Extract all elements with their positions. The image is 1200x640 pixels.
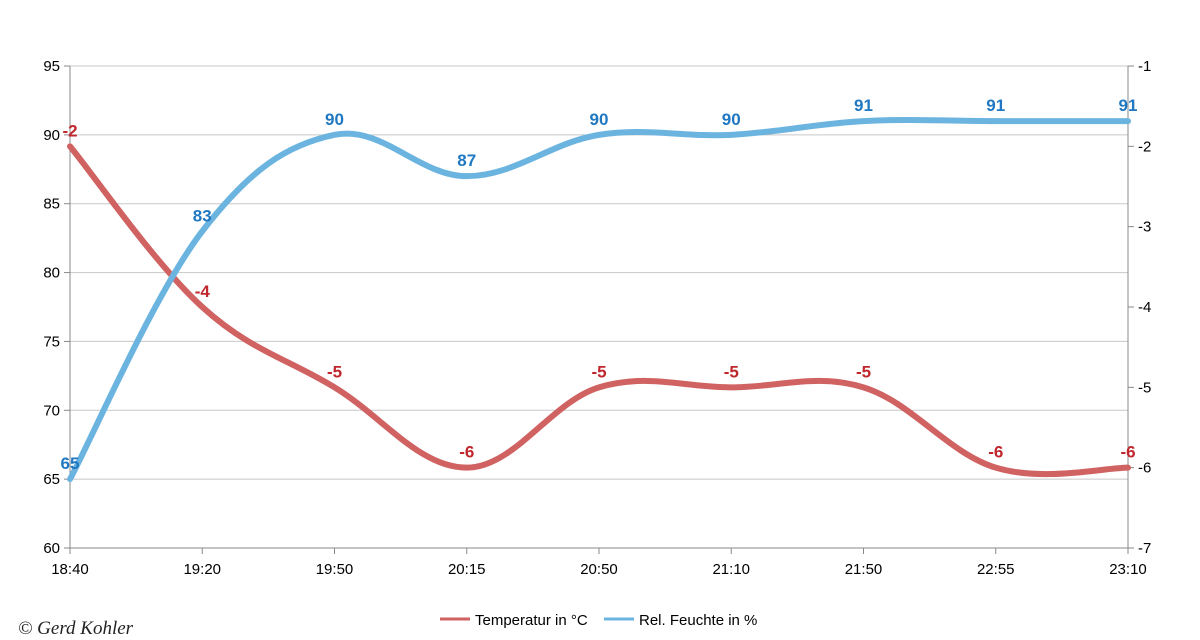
data-label-temperature: -6	[988, 443, 1003, 462]
data-label-temperature: -6	[1120, 443, 1135, 462]
data-labels: -2 -4 -5 -6 -5 -5 -5 -6 -6 65 83 90 87 90 90 91 91 91	[61, 96, 1138, 473]
data-label-temperature: -2	[62, 121, 77, 140]
y-right-tick-label: -7	[1138, 540, 1151, 557]
data-label-humidity: 90	[722, 110, 741, 129]
y-right-tick-label: -2	[1138, 138, 1151, 155]
legend-label-humidity: Rel. Feuchte in %	[639, 612, 757, 629]
data-label-temperature: -5	[591, 362, 606, 381]
y-left-tick-label: 60	[43, 540, 60, 557]
data-label-temperature: -5	[856, 362, 871, 381]
data-label-humidity: 91	[854, 96, 873, 115]
x-tick-label: 20:15	[448, 561, 486, 578]
y-left-tick-label: 70	[43, 402, 60, 419]
y-right-tick-label: -4	[1138, 299, 1151, 316]
data-label-humidity: 65	[61, 454, 80, 473]
grid-lines	[70, 65, 1128, 549]
y-left-tick-label: 90	[43, 127, 60, 144]
legend-label-temperature: Temperatur in °C	[475, 612, 588, 629]
data-label-humidity: 90	[325, 110, 344, 129]
x-tick-label: 19:20	[183, 561, 221, 578]
data-label-temperature: -5	[724, 362, 739, 381]
series-line-humidity	[67, 116, 1131, 483]
x-tick-label: 20:50	[580, 561, 618, 578]
y-left-tick-label: 65	[43, 471, 60, 488]
y-right-tick-label: -5	[1138, 379, 1151, 396]
x-tick-label: 19:50	[316, 561, 354, 578]
data-label-humidity: 91	[986, 96, 1005, 115]
x-tick-label: 23:10	[1109, 561, 1147, 578]
axes: 60 65 70 75 80 85 90 95 -7 -6 -5 -4 -3 -2 -1 18:40 19:20…	[43, 58, 1151, 578]
y-right-tick-label: -3	[1138, 219, 1151, 236]
data-label-temperature: -4	[195, 282, 211, 301]
y-left-tick-label: 80	[43, 265, 60, 282]
y-right-tick-label: -1	[1138, 58, 1151, 75]
y-left-tick-label: 75	[43, 333, 60, 350]
data-label-humidity: 91	[1119, 96, 1138, 115]
data-label-humidity: 90	[590, 110, 609, 129]
data-label-temperature: -5	[327, 362, 342, 381]
x-tick-label: 21:50	[845, 561, 883, 578]
y-right-tick-label: -6	[1138, 460, 1151, 477]
data-label-humidity: 83	[193, 206, 212, 225]
x-tick-label: 22:55	[977, 561, 1015, 578]
series-lines	[67, 116, 1131, 483]
legend: Temperatur in °C Rel. Feuchte in %	[440, 612, 757, 629]
data-label-temperature: -6	[459, 443, 474, 462]
series-line-temperature	[67, 143, 1131, 478]
x-tick-label: 21:10	[712, 561, 750, 578]
y-left-tick-label: 95	[43, 58, 60, 75]
copyright-credit: © Gerd Kohler	[18, 618, 134, 639]
data-label-humidity: 87	[457, 151, 476, 170]
x-tick-label: 18:40	[51, 561, 89, 578]
y-left-tick-label: 85	[43, 196, 60, 213]
